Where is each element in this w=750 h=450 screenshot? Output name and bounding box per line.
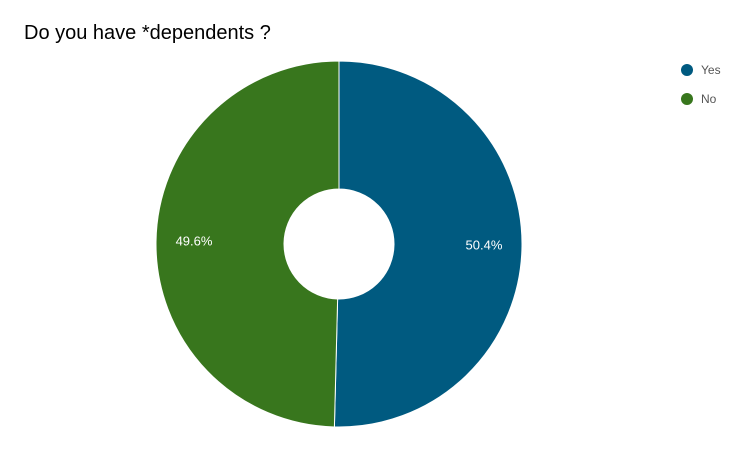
- legend-label-yes: Yes: [701, 62, 721, 77]
- legend-swatch-no: [681, 92, 693, 105]
- legend-item-yes[interactable]: Yes: [681, 61, 721, 78]
- legend: Yes No: [681, 61, 721, 119]
- legend-label-no: No: [701, 91, 717, 106]
- slice-label-no: 49.6%: [176, 234, 213, 249]
- slice-no[interactable]: [155, 60, 340, 428]
- slice-yes[interactable]: [333, 60, 523, 428]
- chart-title: Do you have *dependents ?: [24, 22, 271, 44]
- legend-item-no[interactable]: No: [681, 90, 721, 107]
- slice-label-yes: 50.4%: [466, 237, 503, 252]
- legend-swatch-yes: [681, 63, 693, 76]
